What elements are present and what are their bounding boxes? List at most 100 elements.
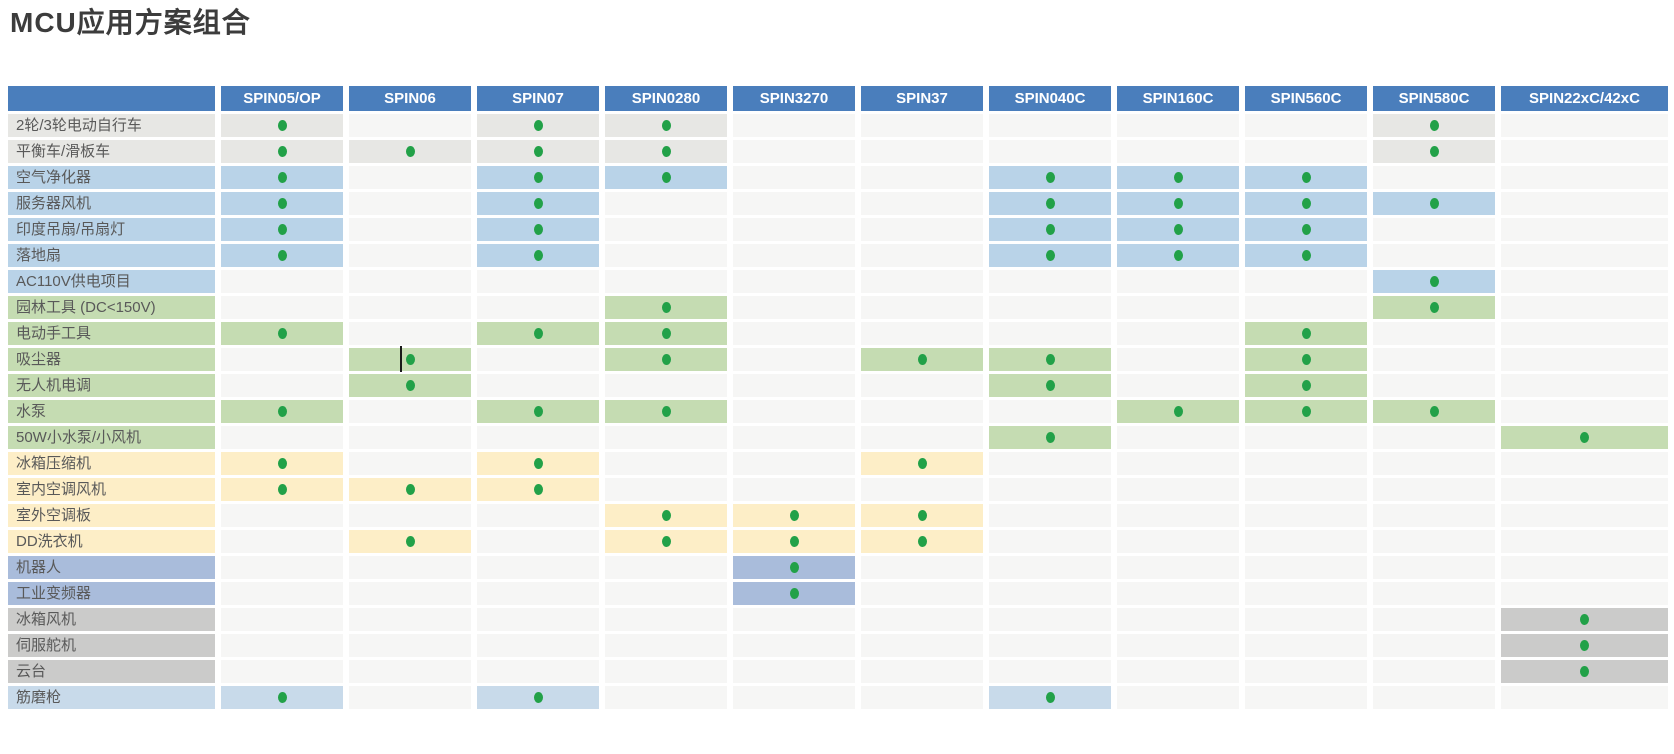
matrix-cell-supported bbox=[733, 556, 855, 579]
support-dot-icon bbox=[1045, 354, 1055, 365]
support-dot-icon bbox=[789, 588, 799, 599]
row-label: 云台 bbox=[8, 660, 215, 683]
matrix-cell-empty bbox=[733, 452, 855, 475]
matrix-cell-supported bbox=[1245, 348, 1367, 371]
matrix-cell-supported bbox=[605, 140, 727, 163]
matrix-cell-supported bbox=[349, 374, 471, 397]
support-dot-icon bbox=[533, 250, 543, 261]
matrix-cell-empty bbox=[733, 296, 855, 319]
matrix-cell-empty bbox=[989, 114, 1111, 137]
matrix-cell-empty bbox=[861, 244, 983, 267]
support-dot-icon bbox=[661, 328, 671, 339]
matrix-cell-empty bbox=[605, 660, 727, 683]
matrix-cell-supported bbox=[221, 140, 343, 163]
matrix-cell-supported bbox=[733, 504, 855, 527]
matrix-cell-empty bbox=[861, 166, 983, 189]
support-dot-icon bbox=[533, 198, 543, 209]
support-dot-icon bbox=[917, 354, 927, 365]
matrix-cell-supported bbox=[989, 192, 1111, 215]
matrix-cell-empty bbox=[1373, 218, 1495, 241]
support-dot-icon bbox=[661, 510, 671, 521]
matrix-cell-empty bbox=[733, 166, 855, 189]
row-label: 冰箱风机 bbox=[8, 608, 215, 631]
row-label: 冰箱压缩机 bbox=[8, 452, 215, 475]
support-dot-icon bbox=[533, 224, 543, 235]
matrix-cell-empty bbox=[221, 348, 343, 371]
matrix-cell-empty bbox=[861, 270, 983, 293]
support-dot-icon bbox=[1301, 198, 1311, 209]
matrix-cell-empty bbox=[349, 244, 471, 267]
matrix-cell-empty bbox=[1373, 478, 1495, 501]
matrix-cell-supported bbox=[1501, 426, 1668, 449]
matrix-cell-empty bbox=[349, 686, 471, 709]
column-header-corner bbox=[8, 86, 215, 111]
matrix-cell-empty bbox=[349, 296, 471, 319]
column-header-spin160c: SPIN160C bbox=[1117, 86, 1239, 111]
matrix-cell-empty bbox=[1245, 634, 1367, 657]
support-dot-icon bbox=[1173, 198, 1183, 209]
matrix-cell-empty bbox=[1117, 686, 1239, 709]
matrix-cell-empty bbox=[1117, 556, 1239, 579]
matrix-cell-empty bbox=[477, 660, 599, 683]
matrix-cell-supported bbox=[221, 322, 343, 345]
matrix-cell-empty bbox=[477, 270, 599, 293]
matrix-cell-supported bbox=[1117, 400, 1239, 423]
mcu-application-matrix: SPIN05/OP SPIN06 SPIN07 SPIN0280 SPIN3270 SPI… bbox=[8, 86, 1668, 709]
matrix-cell-supported bbox=[477, 114, 599, 137]
row-label: 平衡车/滑板车 bbox=[8, 140, 215, 163]
matrix-cell-empty bbox=[861, 140, 983, 163]
row-label: 电动手工具 bbox=[8, 322, 215, 345]
support-dot-icon bbox=[1429, 276, 1439, 287]
row-label: 室内空调风机 bbox=[8, 478, 215, 501]
matrix-cell-empty bbox=[1117, 426, 1239, 449]
support-dot-icon bbox=[277, 172, 287, 183]
matrix-cell-empty bbox=[1245, 582, 1367, 605]
matrix-cell-empty bbox=[989, 556, 1111, 579]
support-dot-icon bbox=[1301, 172, 1311, 183]
matrix-cell-supported bbox=[349, 140, 471, 163]
matrix-cell-empty bbox=[733, 426, 855, 449]
matrix-cell-supported bbox=[477, 686, 599, 709]
matrix-cell-empty bbox=[221, 504, 343, 527]
matrix-cell-supported bbox=[477, 192, 599, 215]
matrix-cell-empty bbox=[349, 556, 471, 579]
matrix-cell-empty bbox=[1245, 426, 1367, 449]
matrix-cell-empty bbox=[349, 114, 471, 137]
support-dot-icon bbox=[789, 536, 799, 547]
matrix-cell-empty bbox=[477, 504, 599, 527]
matrix-cell-supported bbox=[1373, 192, 1495, 215]
matrix-cell-supported bbox=[989, 244, 1111, 267]
matrix-cell-empty bbox=[861, 634, 983, 657]
matrix-cell-empty bbox=[1501, 452, 1668, 475]
support-dot-icon bbox=[405, 354, 415, 365]
support-dot-icon bbox=[1045, 250, 1055, 261]
column-header-spin560c: SPIN560C bbox=[1245, 86, 1367, 111]
matrix-cell-empty bbox=[861, 374, 983, 397]
matrix-cell-empty bbox=[1245, 270, 1367, 293]
matrix-cell-empty bbox=[989, 322, 1111, 345]
matrix-cell-empty bbox=[1373, 426, 1495, 449]
support-dot-icon bbox=[661, 120, 671, 131]
matrix-cell-empty bbox=[1501, 296, 1668, 319]
matrix-cell-empty bbox=[861, 608, 983, 631]
matrix-cell-supported bbox=[1245, 322, 1367, 345]
matrix-cell-empty bbox=[1501, 582, 1668, 605]
support-dot-icon bbox=[661, 172, 671, 183]
matrix-cell-empty bbox=[221, 296, 343, 319]
matrix-cell-empty bbox=[221, 608, 343, 631]
support-dot-icon bbox=[277, 198, 287, 209]
matrix-cell-empty bbox=[861, 192, 983, 215]
matrix-cell-empty bbox=[989, 140, 1111, 163]
matrix-cell-supported bbox=[605, 114, 727, 137]
support-dot-icon bbox=[1173, 224, 1183, 235]
matrix-cell-empty bbox=[1501, 348, 1668, 371]
matrix-cell-empty bbox=[1245, 660, 1367, 683]
matrix-cell-empty bbox=[1373, 660, 1495, 683]
support-dot-icon bbox=[661, 146, 671, 157]
matrix-cell-empty bbox=[1245, 504, 1367, 527]
support-dot-icon bbox=[1301, 224, 1311, 235]
support-dot-icon bbox=[1173, 406, 1183, 417]
matrix-cell-empty bbox=[349, 634, 471, 657]
support-dot-icon bbox=[533, 692, 543, 703]
text-caret bbox=[400, 346, 402, 372]
